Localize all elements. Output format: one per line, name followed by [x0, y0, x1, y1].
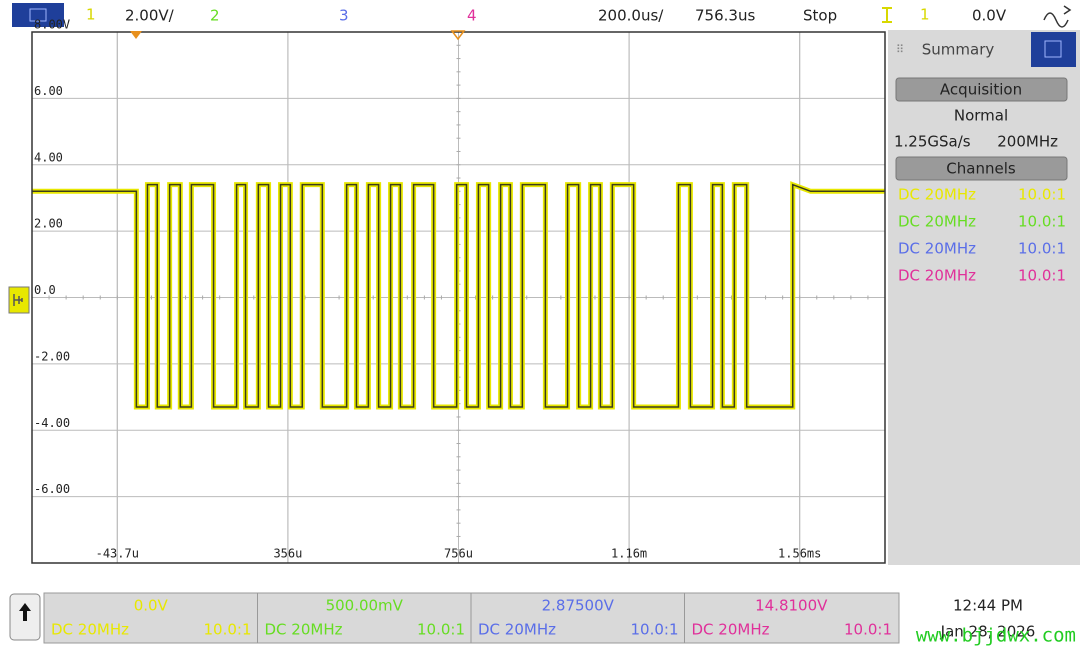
y-tick-label: 8.00V [34, 18, 70, 32]
channel-offset: 14.8100V [755, 597, 828, 615]
clock-date: Jan 28, 2026 [940, 623, 1036, 641]
delay[interactable]: 756.3us [695, 7, 755, 25]
channel-rows: DC 20MHz 10.0:1 DC 20MHz 10.0:1 DC 20MHz 10.0… [898, 186, 1066, 285]
clock-time: 12:44 PM [953, 597, 1023, 615]
drag-handle: ⠿ [896, 43, 904, 56]
ground-icon [13, 294, 23, 306]
plot: -43.7u 356u 756u 1.16m 1.56ms 8.00V 6.00 4.00 2.… [31, 18, 886, 564]
channel-coupling: DC 20MHz [51, 621, 129, 639]
trigger-level[interactable]: 0.0V [972, 7, 1007, 25]
delay-marker [450, 30, 466, 41]
trigger-position-marker [130, 31, 142, 39]
channel-2-label[interactable]: 2 [210, 7, 220, 25]
trigger-icon [882, 7, 892, 23]
run-status[interactable]: Stop [803, 7, 837, 25]
channel-3-label[interactable]: 3 [339, 7, 349, 25]
y-tick-label: 4.00 [34, 150, 63, 164]
x-tick-label: 1.16m [611, 547, 647, 561]
channel-coupling: DC 20MHz [478, 621, 556, 639]
channel-4-label[interactable]: 4 [467, 7, 477, 25]
channels-title[interactable]: Channels [946, 160, 1016, 178]
side-panel [888, 30, 1080, 565]
menu-button[interactable] [12, 3, 64, 27]
top-bar [0, 0, 1080, 30]
x-tick-label: -43.7u [96, 547, 139, 561]
x-tick-label: 1.56ms [778, 547, 821, 561]
acquisition-title[interactable]: Acquisition [940, 81, 1022, 99]
channel-probe: 10.0:1 [417, 621, 465, 639]
channel-probe: 10.0:1 [204, 621, 252, 639]
vertical-scale[interactable]: 2.00V/ [125, 7, 175, 25]
y-tick-label: -6.00 [34, 482, 70, 496]
panel-menu-button[interactable] [1031, 32, 1076, 67]
bandwidth: 200MHz [997, 133, 1058, 151]
channels-header[interactable] [895, 156, 1068, 181]
timebase[interactable]: 200.0us/ [598, 7, 664, 25]
channel-coupling: DC 20MHz [265, 621, 343, 639]
channel-offset: 500.00mV [326, 597, 404, 615]
plot-frame [31, 31, 886, 564]
channel-coupling: DC 20MHz [898, 267, 976, 285]
panel-title[interactable]: Summary [922, 41, 995, 59]
channel-cells: 0.0V DC 20MHz 10.0:1 500.00mV DC 20MHz 10.0:1… [51, 593, 892, 643]
trigger-source[interactable]: 1 [920, 6, 930, 24]
y-tick-label: 2.00 [34, 217, 63, 231]
menu-icon [29, 8, 47, 22]
y-tick-label: -4.00 [34, 416, 70, 430]
channel-probe: 10.0:1 [844, 621, 892, 639]
channel-probe: 10.0:1 [1018, 267, 1066, 285]
expand-icon [19, 603, 31, 621]
acquisition-mode: Normal [954, 107, 1008, 125]
channel-probe: 10.0:1 [1018, 186, 1066, 204]
y-tick-label: -2.00 [34, 349, 70, 363]
channel-probe: 10.0:1 [1018, 240, 1066, 258]
sample-rate: 1.25GSa/s [894, 133, 971, 151]
panel-menu-icon [1044, 40, 1062, 58]
y-tick-label: 6.00 [34, 84, 63, 98]
watermark: www.bjjdwx.com [916, 625, 1076, 647]
trigger-slope-icon[interactable] [1043, 5, 1072, 28]
channel-offset: 2.87500V [542, 597, 615, 615]
y-tick-label: 0.0 [34, 283, 56, 297]
channel-coupling: DC 20MHz [898, 240, 976, 258]
channel-coupling: DC 20MHz [692, 621, 770, 639]
x-tick-label: 356u [273, 547, 302, 561]
acquisition-header[interactable] [895, 77, 1068, 102]
channel-coupling: DC 20MHz [898, 186, 976, 204]
channel-1-label[interactable]: 1 [86, 6, 96, 24]
x-tick-label: 756u [444, 547, 473, 561]
channel-probe: 10.0:1 [631, 621, 679, 639]
channel-probe: 10.0:1 [1018, 213, 1066, 231]
trace [32, 183, 885, 408]
channel-coupling: DC 20MHz [898, 213, 976, 231]
channel-offset: 0.0V [134, 597, 169, 615]
